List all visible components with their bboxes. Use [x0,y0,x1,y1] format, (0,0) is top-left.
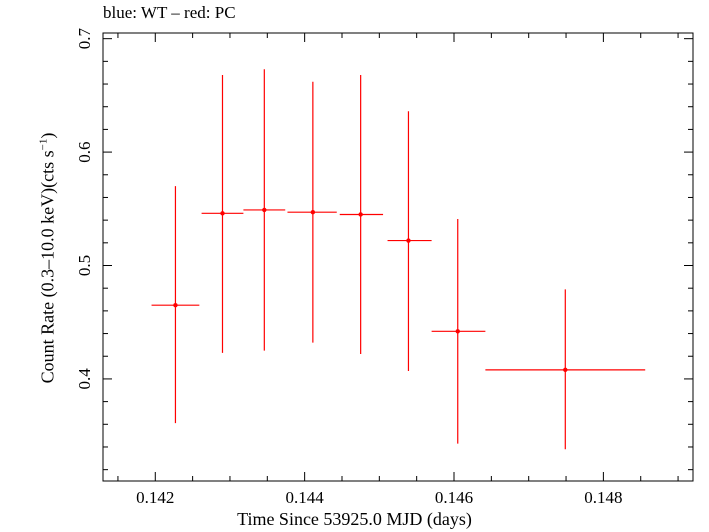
plot-frame [102,32,694,482]
y-tick-label: 0.7 [75,28,94,50]
data-point [151,186,200,424]
x-axis-label: Time Since 53925.0 MJD (days) [237,509,472,529]
y-tick-label: 0.5 [75,255,94,276]
axis-ticks [103,33,693,481]
data-marker [262,207,267,213]
x-tick-label: 0.148 [584,488,622,507]
data-point [485,289,646,450]
data-marker [358,212,363,217]
chart-title: blue: WT – red: PC [103,3,236,22]
data-marker [310,210,316,215]
data-marker [455,329,460,334]
data-point [431,219,486,444]
y-tick-label: 0.6 [75,141,94,162]
data-point [339,74,384,354]
x-tick-label: 0.144 [286,488,325,507]
x-tick-label: 0.146 [435,488,473,507]
x-tick-label: 0.142 [136,488,174,507]
data-marker [173,303,178,308]
data-marker [563,367,568,373]
y-tick-label: 0.4 [75,368,94,390]
data-point [387,111,432,371]
data-point [201,74,244,353]
data-points [151,69,646,450]
data-marker [220,211,225,216]
data-point [287,81,337,343]
y-axis-label: Count Rate (0.3–10.0 keV)(cts s−1) [37,132,58,384]
data-point [243,69,286,351]
data-marker [406,238,411,243]
tick-labels: 0.142 0.144 0.146 0.148 0.4 0.5 0.6 0.7 [75,28,623,507]
